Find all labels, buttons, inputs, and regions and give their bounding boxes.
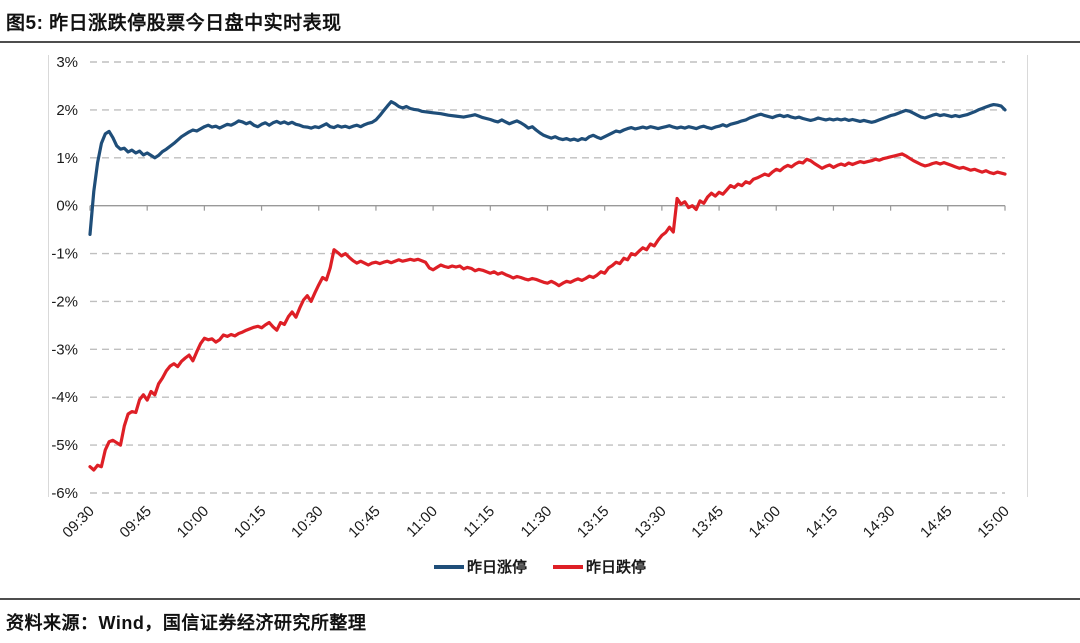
y-tick-label: -4% [51, 389, 78, 406]
x-tick-label: 13:30 [631, 503, 670, 542]
source-attribution: 资料来源：Wind，国信证券经济研究所整理 [6, 613, 367, 633]
x-tick-label: 09:30 [59, 503, 98, 542]
x-tick-label: 14:15 [803, 503, 842, 542]
x-tick-label: 13:45 [688, 503, 727, 542]
x-tick-label: 14:00 [746, 503, 785, 542]
y-tick-label: -1% [51, 246, 78, 263]
x-tick-label: 10:45 [345, 503, 384, 542]
y-tick-label: -3% [51, 341, 78, 358]
x-tick-label: 14:45 [917, 503, 956, 542]
x-tick-label: 11:00 [403, 503, 441, 541]
footer-rule-divider [0, 598, 1080, 600]
limit-up-line-swatch [433, 564, 464, 569]
y-tick-label: 1% [56, 150, 78, 167]
y-tick-label: 2% [56, 102, 78, 119]
y-tick-label: -6% [51, 485, 78, 502]
title-rule-divider [0, 41, 1080, 43]
figure-title: 图5: 昨日涨跌停股票今日盘中实时表现 [6, 13, 342, 34]
y-tick-label: 3% [56, 54, 78, 71]
x-tick-label: 13:15 [574, 503, 613, 542]
x-tick-label: 11:30 [518, 503, 556, 541]
x-tick-label: 15:00 [974, 503, 1013, 542]
x-tick-label: 14:30 [860, 503, 899, 542]
y-tick-label: -5% [51, 437, 78, 454]
y-tick-label: -2% [51, 293, 78, 310]
limit-down-line-swatch [553, 564, 583, 569]
x-tick-label: 11:15 [460, 503, 498, 541]
x-tick-label: 10:00 [174, 503, 213, 542]
legend-item-limit-down: 昨日跌停 [553, 556, 646, 577]
series-line-昨日跌停 [88, 152, 1007, 472]
chart-legend: 昨日涨停 昨日跌停 [0, 556, 1080, 577]
legend-label-limit-up: 昨日涨停 [466, 559, 527, 576]
series-line-昨日涨停 [88, 100, 1007, 236]
x-tick-label: 10:30 [288, 503, 327, 542]
x-tick-label: 09:45 [116, 503, 155, 542]
legend-item-limit-up: 昨日涨停 [433, 556, 527, 577]
x-tick-label: 10:15 [231, 503, 270, 542]
y-tick-label: 0% [56, 198, 78, 215]
legend-label-limit-down: 昨日跌停 [586, 559, 647, 576]
